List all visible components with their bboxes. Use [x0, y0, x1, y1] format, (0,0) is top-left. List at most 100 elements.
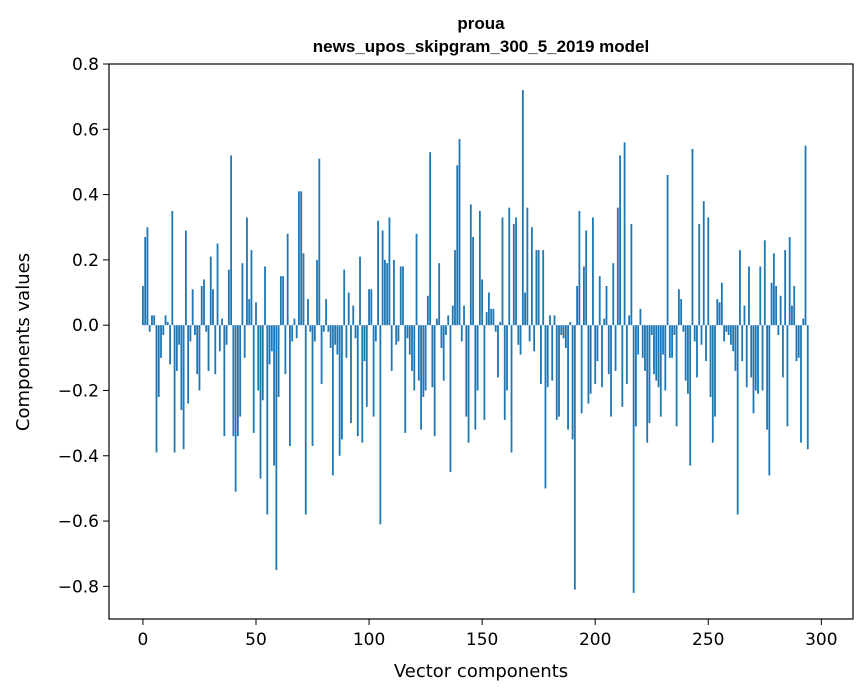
bar: [671, 325, 673, 358]
bar: [601, 325, 603, 388]
bar: [700, 325, 703, 345]
bar: [426, 295, 429, 326]
bar: [341, 325, 343, 440]
bar: [650, 325, 653, 335]
bar: [469, 204, 472, 326]
bar: [544, 325, 547, 489]
bar: [402, 266, 404, 326]
bar: [404, 325, 407, 433]
bar: [241, 263, 244, 326]
bar: [386, 263, 389, 326]
bar: [246, 217, 248, 326]
bar: [277, 325, 280, 397]
bar: [320, 325, 323, 384]
bar: [166, 321, 169, 326]
bar: [709, 325, 712, 397]
y-tick-label: 0.2: [72, 251, 99, 271]
bar: [329, 325, 332, 349]
bar: [307, 299, 309, 326]
bar: [447, 315, 450, 326]
bar: [173, 325, 176, 453]
bar: [702, 201, 705, 326]
bar: [422, 325, 425, 397]
bar: [763, 240, 766, 326]
bar: [517, 325, 520, 345]
bar: [542, 250, 545, 326]
bar: [216, 243, 219, 326]
bar: [573, 325, 576, 590]
bar: [546, 325, 549, 388]
bar: [345, 325, 348, 358]
bar: [429, 152, 432, 326]
bar: [759, 266, 762, 326]
bar: [175, 325, 178, 371]
bar: [322, 325, 325, 332]
bar: [653, 325, 655, 375]
bar: [302, 253, 305, 326]
bar: [739, 250, 741, 326]
bar: [752, 325, 755, 414]
bar: [221, 318, 223, 326]
bar: [562, 325, 565, 339]
bar: [625, 325, 628, 384]
bar: [295, 325, 298, 339]
bar: [558, 325, 560, 417]
bar: [298, 191, 300, 326]
bar: [804, 145, 807, 326]
bar: [734, 325, 737, 371]
bar: [187, 325, 190, 404]
chart-title: proua: [457, 14, 505, 33]
bar: [270, 325, 273, 352]
bar: [553, 315, 556, 326]
bar: [497, 325, 499, 378]
bar: [766, 325, 768, 430]
bar: [657, 325, 660, 388]
y-tick-label: 0.8: [72, 55, 99, 75]
bar: [786, 325, 789, 427]
bar: [361, 325, 364, 443]
bar: [630, 223, 633, 326]
bar: [334, 325, 337, 345]
bar: [291, 325, 294, 342]
bar: [619, 155, 621, 326]
bar: [714, 325, 716, 417]
bar: [237, 325, 239, 437]
bar: [359, 256, 361, 326]
bar: [273, 325, 275, 466]
bar: [641, 325, 644, 358]
bar: [515, 217, 517, 326]
bar: [689, 325, 692, 466]
bar: [691, 148, 694, 326]
bar: [614, 325, 617, 371]
bar: [214, 325, 217, 375]
bar: [148, 325, 151, 332]
bar: [607, 325, 610, 375]
bar: [336, 325, 339, 355]
bar: [612, 263, 615, 326]
bar: [318, 158, 321, 326]
bar: [528, 325, 531, 342]
bar: [424, 325, 427, 391]
bar: [646, 325, 649, 443]
bar: [639, 308, 642, 326]
bar: [252, 325, 255, 433]
bar: [754, 325, 757, 391]
bar: [232, 325, 235, 437]
bar: [440, 325, 443, 349]
bar: [413, 325, 416, 391]
y-tick-label: 0.0: [72, 316, 99, 336]
x-tick-label: 250: [692, 630, 724, 650]
bar: [142, 286, 144, 326]
bar: [279, 276, 282, 326]
bar: [411, 325, 413, 371]
bar: [155, 325, 158, 453]
bar: [467, 325, 470, 443]
bar: [659, 325, 662, 417]
bar: [454, 250, 456, 326]
bar: [506, 325, 508, 391]
bar: [445, 325, 447, 335]
bar: [268, 325, 271, 365]
bar: [510, 325, 513, 453]
